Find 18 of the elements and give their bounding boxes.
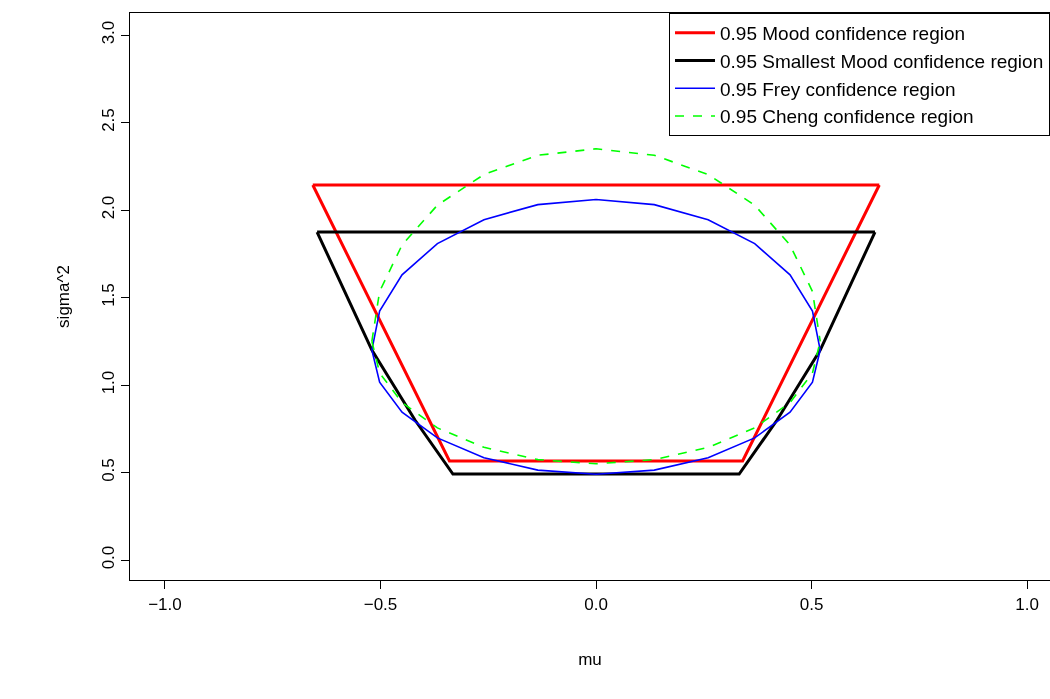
y-tick-label: 1.0 (99, 370, 119, 395)
x-tick-label: −1.0 (148, 594, 182, 614)
legend-label: 0.95 Frey confidence region (720, 78, 956, 100)
legend-label: 0.95 Mood confidence region (720, 23, 966, 45)
y-tick-label: 3.0 (99, 20, 119, 45)
y-tick-label: 2.0 (99, 195, 119, 220)
x-tick-label: 0.5 (799, 594, 824, 614)
legend-label: 0.95 Smallest Mood confidence region (720, 50, 1044, 72)
y-tick-label: 2.5 (99, 108, 119, 132)
x-tick-label: 0.0 (584, 594, 608, 614)
legend-label: 0.95 Cheng confidence region (720, 106, 974, 128)
x-tick-label: −0.5 (363, 594, 398, 614)
x-tick-label: 1.0 (1015, 594, 1039, 614)
y-axis-title: sigma^2 (53, 265, 73, 328)
y-tick-label: 0.0 (99, 545, 119, 570)
y-tick-label: 0.5 (99, 458, 119, 482)
y-tick-label: 1.5 (99, 283, 119, 307)
x-axis-title: mu (578, 649, 602, 669)
